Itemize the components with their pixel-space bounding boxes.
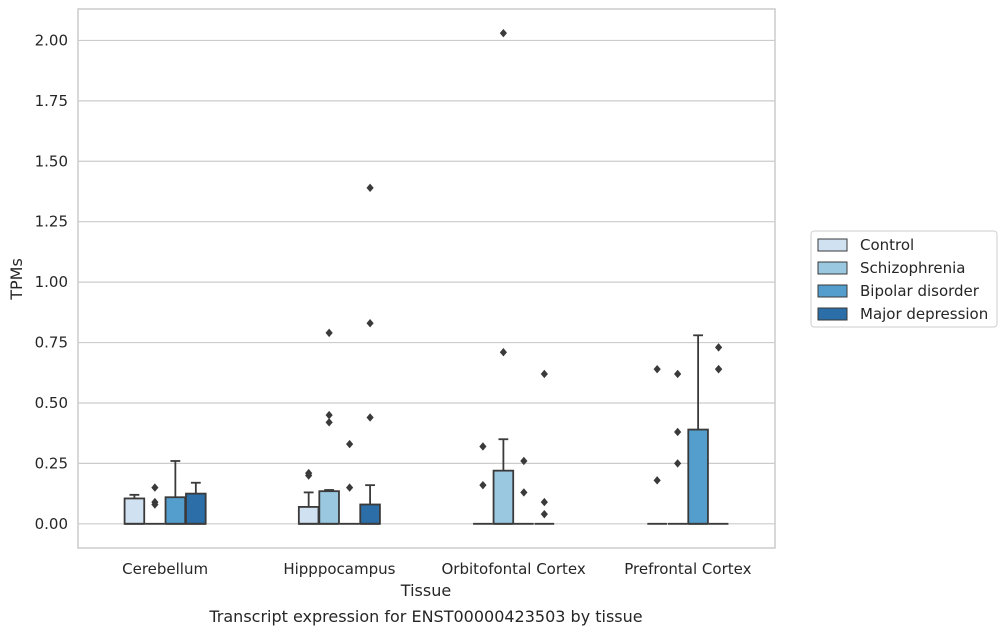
outlier-point bbox=[520, 488, 528, 497]
box-group bbox=[492, 438, 515, 525]
outlier-point bbox=[540, 497, 548, 507]
x-tick-label: Prefrontal Cortex bbox=[624, 560, 751, 578]
legend-frame bbox=[810, 230, 998, 328]
legend-label: Bipolar disorder bbox=[860, 282, 980, 300]
outlier-point bbox=[366, 183, 374, 193]
legend-swatch bbox=[817, 261, 848, 275]
y-tick-label: 0.25 bbox=[35, 454, 68, 472]
plot-frame bbox=[77, 8, 776, 549]
box bbox=[492, 469, 515, 525]
outlier-point bbox=[305, 468, 313, 478]
outlier-point bbox=[366, 319, 374, 328]
legend-label: Control bbox=[860, 236, 914, 254]
outlier-point bbox=[479, 442, 487, 451]
outlier-point bbox=[499, 28, 507, 38]
x-axis-ticks: Cerebellum Hipppocampus Orbitofontal Corte… bbox=[122, 560, 751, 578]
box bbox=[185, 492, 207, 525]
box-group bbox=[687, 334, 709, 525]
legend-label: Schizophrenia bbox=[860, 259, 965, 277]
y-tick-label: 1.00 bbox=[35, 273, 68, 291]
outlier-point bbox=[366, 413, 374, 422]
outlier-point bbox=[714, 364, 723, 374]
y-tick-label: 1.50 bbox=[35, 152, 68, 170]
box bbox=[123, 497, 146, 525]
outlier-point bbox=[325, 328, 333, 338]
outlier-point bbox=[714, 343, 723, 352]
legend: Control Schizophrenia Bipolar disorder Majo… bbox=[810, 230, 998, 328]
y-tick-label: 0.00 bbox=[35, 515, 68, 533]
outlier-point bbox=[499, 348, 507, 357]
outlier-point bbox=[151, 497, 159, 507]
outlier-point bbox=[674, 369, 682, 379]
y-tick-label: 2.00 bbox=[35, 31, 68, 49]
outlier-point bbox=[653, 364, 661, 374]
box-group bbox=[123, 493, 146, 525]
outlier-point bbox=[346, 439, 354, 449]
outlier-point bbox=[520, 456, 528, 466]
outlier-point bbox=[653, 476, 661, 485]
y-tick-label: 0.50 bbox=[35, 394, 68, 412]
box-group bbox=[297, 491, 320, 525]
chart-caption: Transcript expression for ENST0000042350… bbox=[208, 607, 642, 626]
legend-swatch bbox=[817, 284, 848, 298]
y-tick-label: 0.75 bbox=[35, 334, 68, 352]
outlier-point bbox=[325, 418, 333, 427]
box-group bbox=[359, 484, 381, 525]
outlier-point bbox=[674, 427, 682, 437]
box bbox=[297, 506, 320, 525]
outlier-point bbox=[346, 483, 354, 492]
legend-swatch bbox=[817, 307, 848, 321]
outlier-point bbox=[540, 509, 548, 519]
box bbox=[687, 428, 709, 525]
box bbox=[164, 496, 187, 525]
box bbox=[359, 503, 381, 525]
boxes bbox=[123, 334, 729, 525]
outlier-point bbox=[325, 410, 333, 420]
box-group bbox=[185, 481, 207, 525]
outlier-point bbox=[674, 459, 682, 468]
box-group bbox=[318, 489, 340, 525]
x-axis-title: Tissue bbox=[400, 581, 451, 600]
x-tick-label: Hipppocampus bbox=[283, 560, 395, 578]
legend-label: Major depression bbox=[860, 305, 988, 323]
outliers bbox=[151, 28, 723, 519]
x-tick-label: Orbitofontal Cortex bbox=[442, 560, 586, 578]
box-group bbox=[164, 460, 187, 525]
y-axis-ticks: 0.00 0.25 0.50 0.75 1.00 1.25 1.50 1.75 2.00 bbox=[35, 31, 68, 532]
x-tick-label: Cerebellum bbox=[122, 560, 208, 578]
outlier-point bbox=[151, 483, 159, 492]
outlier-point bbox=[540, 369, 548, 379]
box bbox=[318, 490, 340, 525]
y-tick-label: 1.25 bbox=[35, 213, 68, 231]
y-tick-label: 1.75 bbox=[35, 92, 68, 110]
outlier-point bbox=[479, 480, 487, 490]
legend-swatch bbox=[817, 238, 848, 252]
y-axis-title: TPMs bbox=[7, 258, 26, 301]
gridlines bbox=[78, 39, 775, 525]
